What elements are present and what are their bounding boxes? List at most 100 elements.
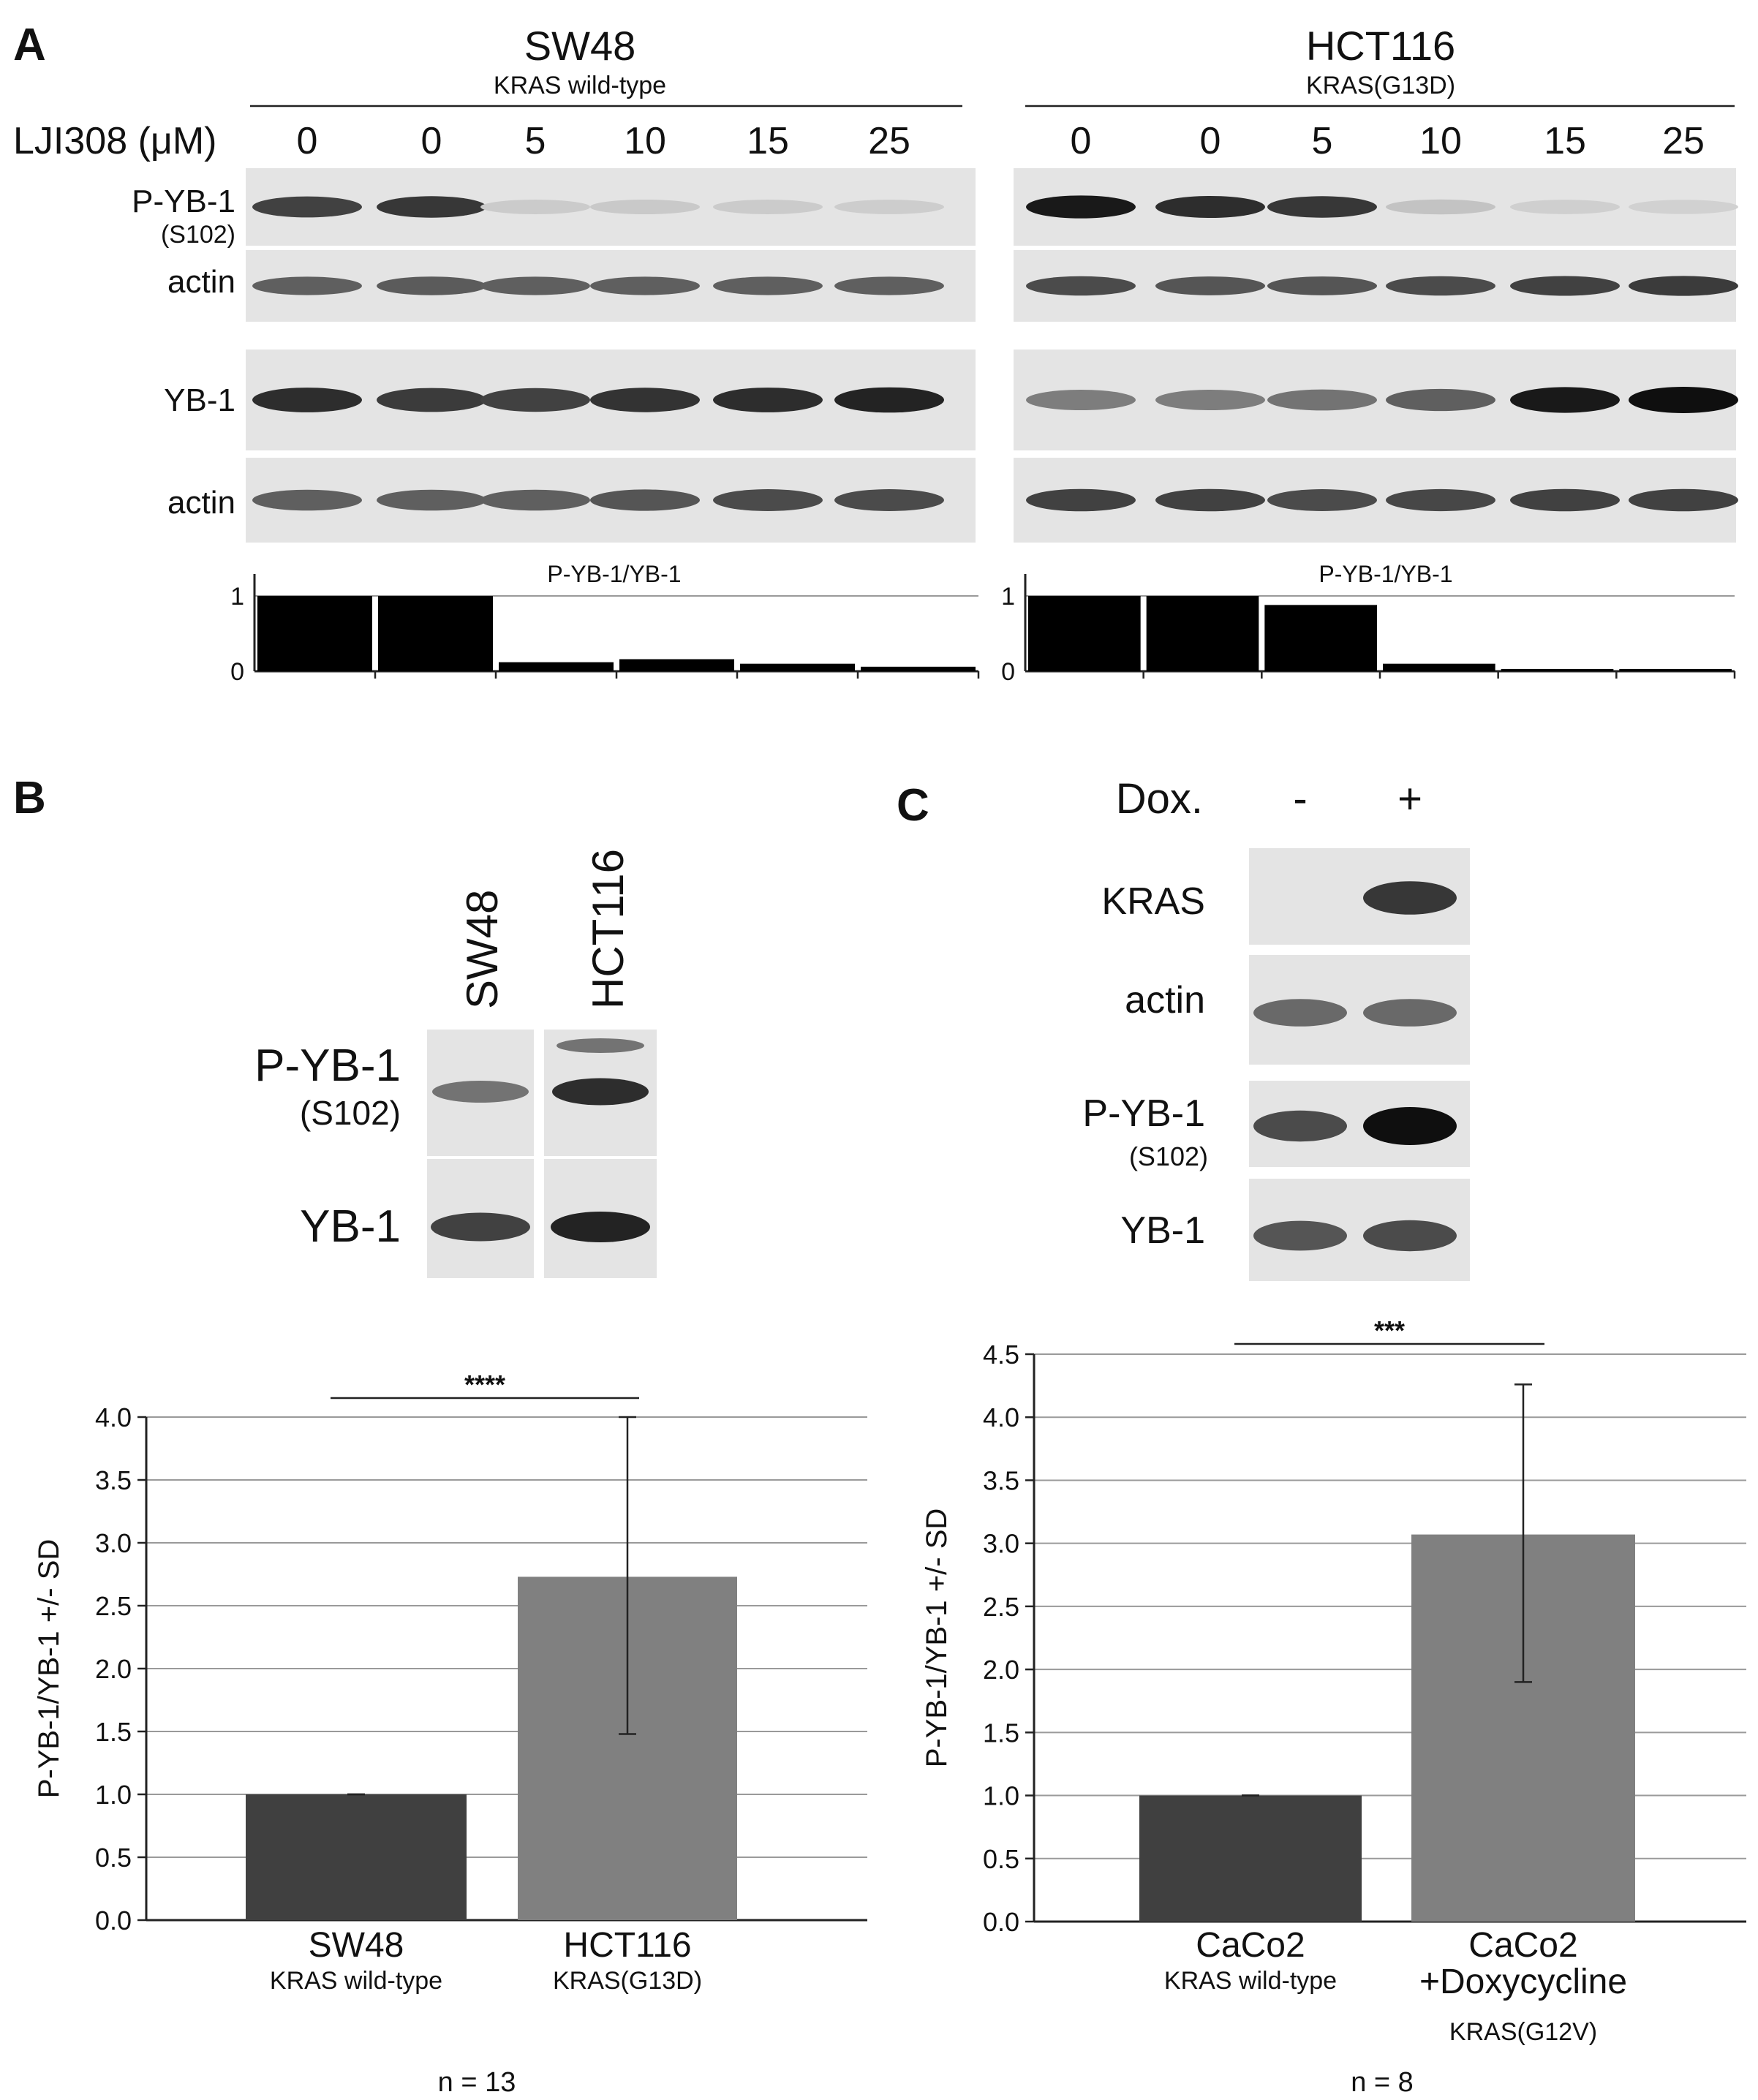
hct116-ratio-y-tick: 0 <box>1001 658 1015 686</box>
hct116-actin1-blot-band <box>1026 276 1136 296</box>
panel-b-chart-y-tick: 2.5 <box>95 1591 132 1621</box>
hct116-actin2-blot-band <box>1629 488 1738 512</box>
sw48-yb1-blot-band <box>480 388 590 412</box>
panel-c-actin-blot-band <box>1363 999 1457 1027</box>
panel-c-yb1-blot-band <box>1363 1220 1457 1252</box>
sw48-ratio-chart: P-YB-1/YB-1 0 1 <box>230 561 980 686</box>
hct116-actin1-blot-band <box>1386 276 1495 296</box>
panel-c-chart-y-tick: 2.5 <box>983 1592 1019 1622</box>
panel-b-chart-y-tick: 2.0 <box>95 1654 132 1684</box>
sw48-yb1-blot-band <box>590 388 700 412</box>
hct116-yb1-blot-band <box>1026 389 1136 411</box>
panel-b-blots <box>427 1030 657 1278</box>
panel-c-chart-bar <box>1139 1795 1362 1922</box>
hct116-actin2-blot-band <box>1510 488 1620 512</box>
panel-c-kras-blot-band <box>1363 881 1457 915</box>
p-yb1-band <box>432 1081 529 1103</box>
sw48-actin1-blot-band <box>590 276 700 295</box>
panel-c-chart-y-tick: 1.5 <box>983 1718 1019 1748</box>
hct116-ratio-bar <box>1383 663 1495 671</box>
panel-b-bar-chart: 0.0 0.5 1.0 1.5 2.0 2.5 3.0 3.5 4.0 P-YB-1/YB-1 +… <box>33 1370 867 1995</box>
hct116-yb1-blot-band <box>1510 387 1620 413</box>
hct116-actin1-blot-band <box>1629 276 1738 296</box>
panel-c-n: n = 8 <box>1351 2067 1414 2098</box>
hct116-actin1-blot-band <box>1510 276 1620 296</box>
sw48-actin2-blot-band <box>590 489 700 511</box>
sw48-actin2-blot-band <box>377 489 486 511</box>
panel-c-chart-y-tick: 3.0 <box>983 1529 1019 1559</box>
panel-b-p-yb1-label: P-YB-1 <box>254 1040 401 1091</box>
panel-c-chart-category-sublabel: KRAS(G12V) <box>1449 2018 1597 2046</box>
sw48-ratio-bar <box>257 596 372 671</box>
panel-b-p-yb1-site-label: (S102) <box>300 1094 401 1132</box>
panel-b-chart-y-tick: 1.0 <box>95 1780 132 1810</box>
sw48-p-yb1-blot-band <box>377 196 486 218</box>
hct116-p-yb1-blot-band <box>1267 196 1377 218</box>
yb1-band <box>431 1212 530 1242</box>
sw48-actin1-blot-band <box>252 276 362 295</box>
panel-c-chart-y-tick: 3.5 <box>983 1465 1019 1495</box>
panel-b-lane-hct116: HCT116 <box>584 849 633 1009</box>
panel-c-chart-y-tick: 0.5 <box>983 1844 1019 1874</box>
sw48-yb1-blot-band <box>834 387 944 413</box>
panel-c-chart-y-tick: 2.0 <box>983 1655 1019 1685</box>
hct116-ratio-chart: P-YB-1/YB-1 0 1 <box>1001 561 1736 686</box>
sw48-actin2-blot-band <box>480 489 590 511</box>
dox-label: Dox. <box>1116 775 1203 823</box>
panel-c-yb1-label: YB-1 <box>1120 1209 1205 1252</box>
hct116-p-yb1-blot-band <box>1155 195 1265 219</box>
dose-label: 0 <box>1200 120 1221 162</box>
panel-b-chart-significance-stars: **** <box>464 1370 505 1400</box>
hct116-actin2-blot-band <box>1386 488 1495 512</box>
dose-label: 10 <box>1419 120 1462 162</box>
dose-label: 5 <box>1312 120 1333 162</box>
panel-b-chart-bar <box>246 1794 467 1920</box>
hct116-p-yb1-blot-band <box>1629 200 1738 214</box>
hct116-dose-labels: 0 0 5 10 15 25 <box>1071 120 1705 162</box>
sw48-ratio-bar <box>619 659 734 671</box>
sw48-p-yb1-site-label: (S102) <box>161 221 235 249</box>
panel-c-yb1-blot-band <box>1253 1220 1347 1251</box>
sw48-ratio-title: P-YB-1/YB-1 <box>547 561 681 587</box>
hct116-p-yb1-blot-band <box>1026 195 1136 219</box>
panel-b-chart-category-sublabel: KRAS wild-type <box>270 1967 442 1995</box>
panel-c-chart-category-label: +Doxycycline <box>1419 1963 1627 2001</box>
sw48-dose-labels: 0 0 5 10 15 25 <box>297 120 910 162</box>
sw48-yb1-blot-band <box>713 388 823 412</box>
sw48-p-yb1-blot-band <box>480 200 590 214</box>
sw48-p-yb1-blot-band <box>713 200 823 214</box>
sw48-actin1-blot-band <box>713 276 823 295</box>
dose-label: 0 <box>1071 120 1092 162</box>
panel-c-actin-blot-band <box>1253 999 1347 1027</box>
hct116-blots <box>1014 168 1738 543</box>
hct116-actin2-blot-band <box>1155 488 1265 512</box>
panel-c-kras-label: KRAS <box>1101 880 1205 923</box>
sw48-actin1-blot-band <box>834 276 944 295</box>
panel-b-chart-y-tick: 3.0 <box>95 1528 132 1558</box>
panel-c-p-yb1-site-label: (S102) <box>1129 1141 1208 1171</box>
panel-b: B SW48 HCT116 P-YB-1 (S102) YB-1 0.0 0.5 1… <box>13 773 867 2098</box>
dox-plus: + <box>1397 775 1422 823</box>
hct116-ratio-bar <box>1264 605 1377 671</box>
dox-minus: - <box>1293 775 1307 823</box>
hct116-genotype: KRAS(G13D) <box>1306 72 1455 99</box>
yb1-band <box>551 1212 650 1242</box>
hct116-ratio-bar <box>1028 596 1141 671</box>
panel-b-n: n = 13 <box>438 2067 516 2098</box>
panel-b-lane-sw48: SW48 <box>458 890 507 1009</box>
dose-label: 25 <box>1662 120 1705 162</box>
sw48-actin1-blot <box>246 250 976 322</box>
panel-b-chart-y-tick: 0.5 <box>95 1843 132 1873</box>
hct116-yb1-blot-band <box>1155 389 1265 411</box>
panel-c-kras-blot <box>1249 848 1470 945</box>
hct116-header: HCT116 <box>1306 23 1455 69</box>
hct116-ratio-bar <box>1146 596 1259 671</box>
hct116-ratio-y-tick: 1 <box>1001 583 1015 611</box>
panel-c-actin-blot <box>1249 955 1470 1065</box>
sw48-ratio-y-tick: 0 <box>230 658 244 686</box>
panel-c-p-yb1-blot-band <box>1253 1110 1347 1142</box>
sw48-yb1-blot-band <box>252 388 362 412</box>
p-yb1-band <box>552 1078 649 1106</box>
sw48-actin1-blot-band <box>377 276 486 295</box>
sw48-yb1-blot-band <box>377 388 486 412</box>
